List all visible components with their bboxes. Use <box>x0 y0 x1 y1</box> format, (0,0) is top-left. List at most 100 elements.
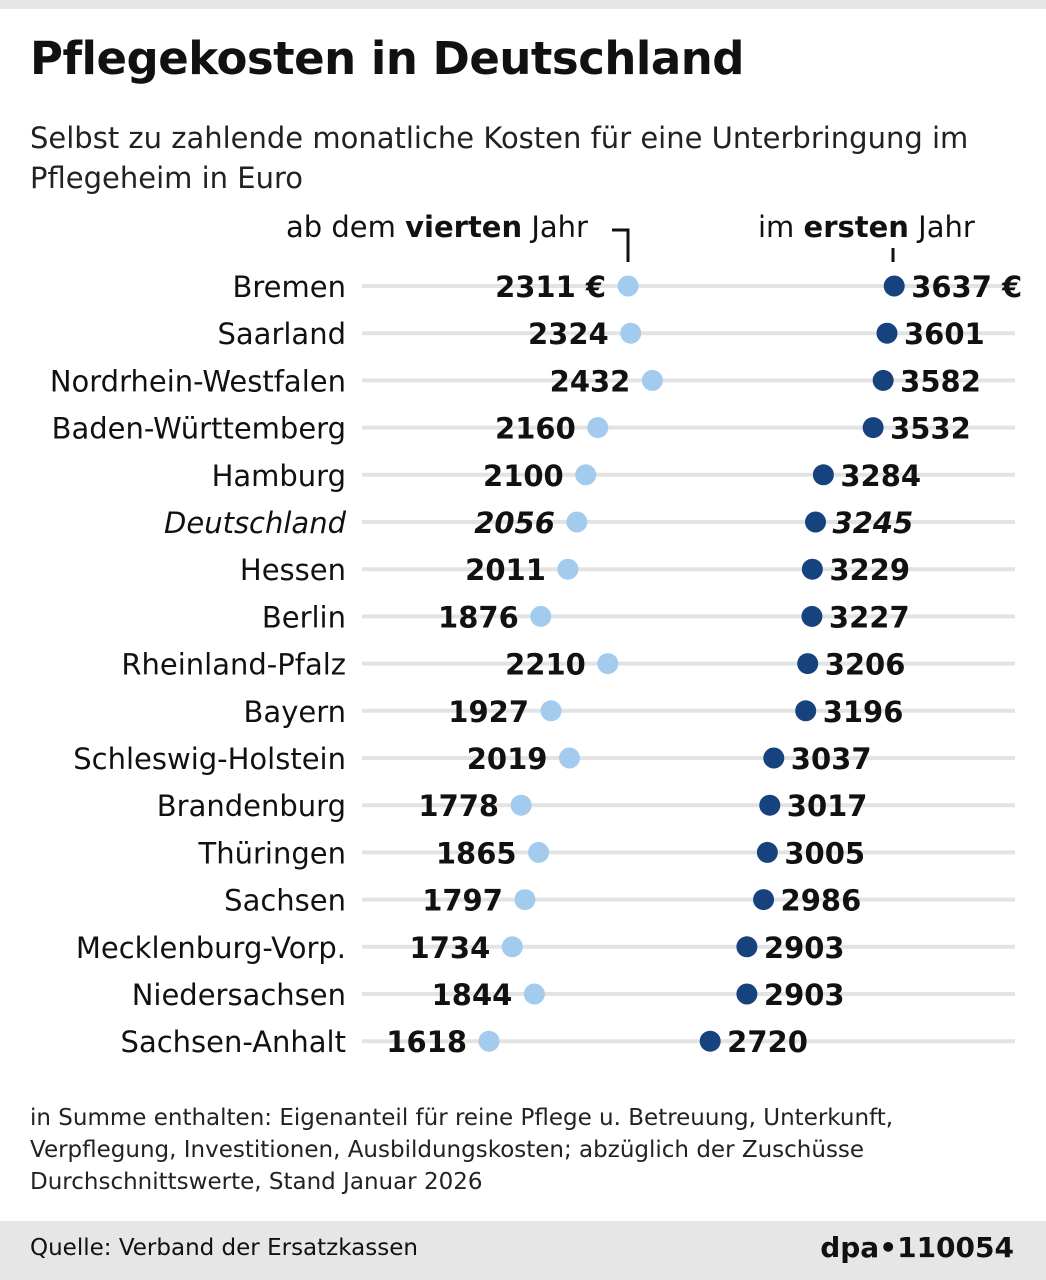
category-label: Rheinland-Pfalz <box>121 648 346 682</box>
value-label-first-year: 3196 <box>823 695 904 729</box>
graphic-code: dpa•110054 <box>820 1231 1014 1264</box>
category-label: Saarland <box>218 317 347 351</box>
value-label-first-year: 3017 <box>787 789 868 823</box>
value-label-fourth-year: 1927 <box>448 695 529 729</box>
dot-first-year <box>797 653 819 675</box>
value-label-fourth-year: 2210 <box>505 648 586 682</box>
dot-fourth-year <box>540 700 562 722</box>
value-label-first-year: 3532 <box>890 412 971 446</box>
dot-first-year <box>801 558 823 580</box>
dot-fourth-year <box>478 1030 500 1052</box>
value-label-fourth-year: 1618 <box>386 1025 467 1059</box>
category-label: Hamburg <box>212 459 346 493</box>
value-label-first-year: 3637 € <box>911 270 1022 304</box>
value-label-fourth-year: 1778 <box>418 789 499 823</box>
value-label-fourth-year: 1797 <box>422 884 503 918</box>
dot-fourth-year <box>523 983 545 1005</box>
dot-first-year <box>759 794 781 816</box>
dot-fourth-year <box>617 275 639 297</box>
dot-fourth-year <box>557 558 579 580</box>
value-label-fourth-year: 2160 <box>495 412 576 446</box>
value-label-first-year: 3037 <box>791 742 872 776</box>
category-label: Schleswig-Holstein <box>73 742 346 776</box>
legend-bracket <box>612 228 630 262</box>
value-label-fourth-year: 2100 <box>483 459 564 493</box>
dot-fourth-year <box>528 841 550 863</box>
value-label-first-year: 2903 <box>764 931 845 965</box>
dot-fourth-year <box>514 889 536 911</box>
value-label-fourth-year: 2432 <box>550 364 631 398</box>
dot-fourth-year <box>620 322 642 344</box>
source: Quelle: Verband der Ersatzkassen <box>30 1235 418 1261</box>
dot-fourth-year <box>575 464 597 486</box>
dot-first-year <box>862 417 884 439</box>
dot-fourth-year <box>530 605 552 627</box>
value-label-fourth-year: 1876 <box>438 600 519 634</box>
category-label: Berlin <box>262 600 346 634</box>
category-label: Baden-Württemberg <box>52 412 346 446</box>
value-label-first-year: 3245 <box>833 506 914 540</box>
value-label-fourth-year: 2019 <box>467 742 548 776</box>
dot-fourth-year <box>566 511 588 533</box>
dot-first-year <box>805 511 827 533</box>
dot-first-year <box>872 369 894 391</box>
category-label: Thüringen <box>198 836 346 870</box>
value-label-fourth-year: 2011 <box>465 553 546 587</box>
value-label-first-year: 3601 <box>904 317 985 351</box>
dot-first-year <box>801 605 823 627</box>
value-label-first-year: 3229 <box>829 553 910 587</box>
value-label-fourth-year: 2311 € <box>495 270 606 304</box>
value-label-first-year: 3284 <box>840 459 921 493</box>
chart-title: Pflegekosten in Deutschland <box>30 32 744 85</box>
dot-fourth-year <box>558 747 580 769</box>
category-label: Hessen <box>240 553 346 587</box>
category-label: Niedersachsen <box>132 978 346 1012</box>
value-label-fourth-year: 1865 <box>436 836 517 870</box>
value-label-fourth-year: 2056 <box>474 506 555 540</box>
footnote-line: Verpflegung, Investitionen, Ausbildungsk… <box>30 1137 865 1163</box>
legend-first-year: im ersten Jahr <box>758 210 975 244</box>
category-label: Bayern <box>244 695 346 729</box>
value-label-fourth-year: 1734 <box>410 931 491 965</box>
dot-fourth-year <box>597 653 619 675</box>
dot-fourth-year <box>501 936 523 958</box>
dot-first-year <box>883 275 905 297</box>
value-label-fourth-year: 1844 <box>432 978 513 1012</box>
dot-first-year <box>876 322 898 344</box>
dot-fourth-year <box>510 794 532 816</box>
value-label-first-year: 2720 <box>727 1025 808 1059</box>
value-label-first-year: 3206 <box>825 648 906 682</box>
value-label-first-year: 3005 <box>784 836 865 870</box>
category-label: Sachsen-Anhalt <box>121 1025 346 1059</box>
dot-plot: Bremen 2311 € 3637 € Saarland 2324 3601 Nordrh… <box>50 228 1022 1059</box>
chart-subtitle: Selbst zu zahlende monatliche Kosten für… <box>30 121 969 195</box>
category-label: Bremen <box>233 270 347 304</box>
dot-first-year <box>756 841 778 863</box>
dot-first-year <box>795 700 817 722</box>
footer: Quelle: Verband der Ersatzkassen dpa•110… <box>0 1221 1046 1280</box>
value-label-first-year: 2986 <box>781 884 862 918</box>
dot-first-year <box>812 464 834 486</box>
category-label: Brandenburg <box>157 789 346 823</box>
value-label-first-year: 2903 <box>764 978 845 1012</box>
footnote: in Summe enthalten: Eigenanteil für rein… <box>30 1102 893 1198</box>
value-label-fourth-year: 2324 <box>528 317 609 351</box>
dot-first-year <box>736 936 758 958</box>
legend-fourth-year: ab dem vierten Jahr <box>286 210 588 244</box>
top-bar <box>0 0 1046 9</box>
category-label: Deutschland <box>164 506 347 540</box>
dot-first-year <box>736 983 758 1005</box>
dot-fourth-year <box>641 369 663 391</box>
footnote-line: in Summe enthalten: Eigenanteil für rein… <box>30 1105 894 1131</box>
value-label-first-year: 3582 <box>900 364 981 398</box>
dot-first-year <box>763 747 785 769</box>
dot-first-year <box>699 1030 721 1052</box>
value-label-first-year: 3227 <box>829 600 910 634</box>
category-label: Sachsen <box>224 884 346 918</box>
footnote-line: Durchschnittswerte, Stand Januar 2026 <box>30 1169 483 1195</box>
category-label: Mecklenburg-Vorp. <box>76 931 346 965</box>
dot-fourth-year <box>587 417 609 439</box>
category-label: Nordrhein-Westfalen <box>50 364 346 398</box>
dot-first-year <box>753 889 775 911</box>
